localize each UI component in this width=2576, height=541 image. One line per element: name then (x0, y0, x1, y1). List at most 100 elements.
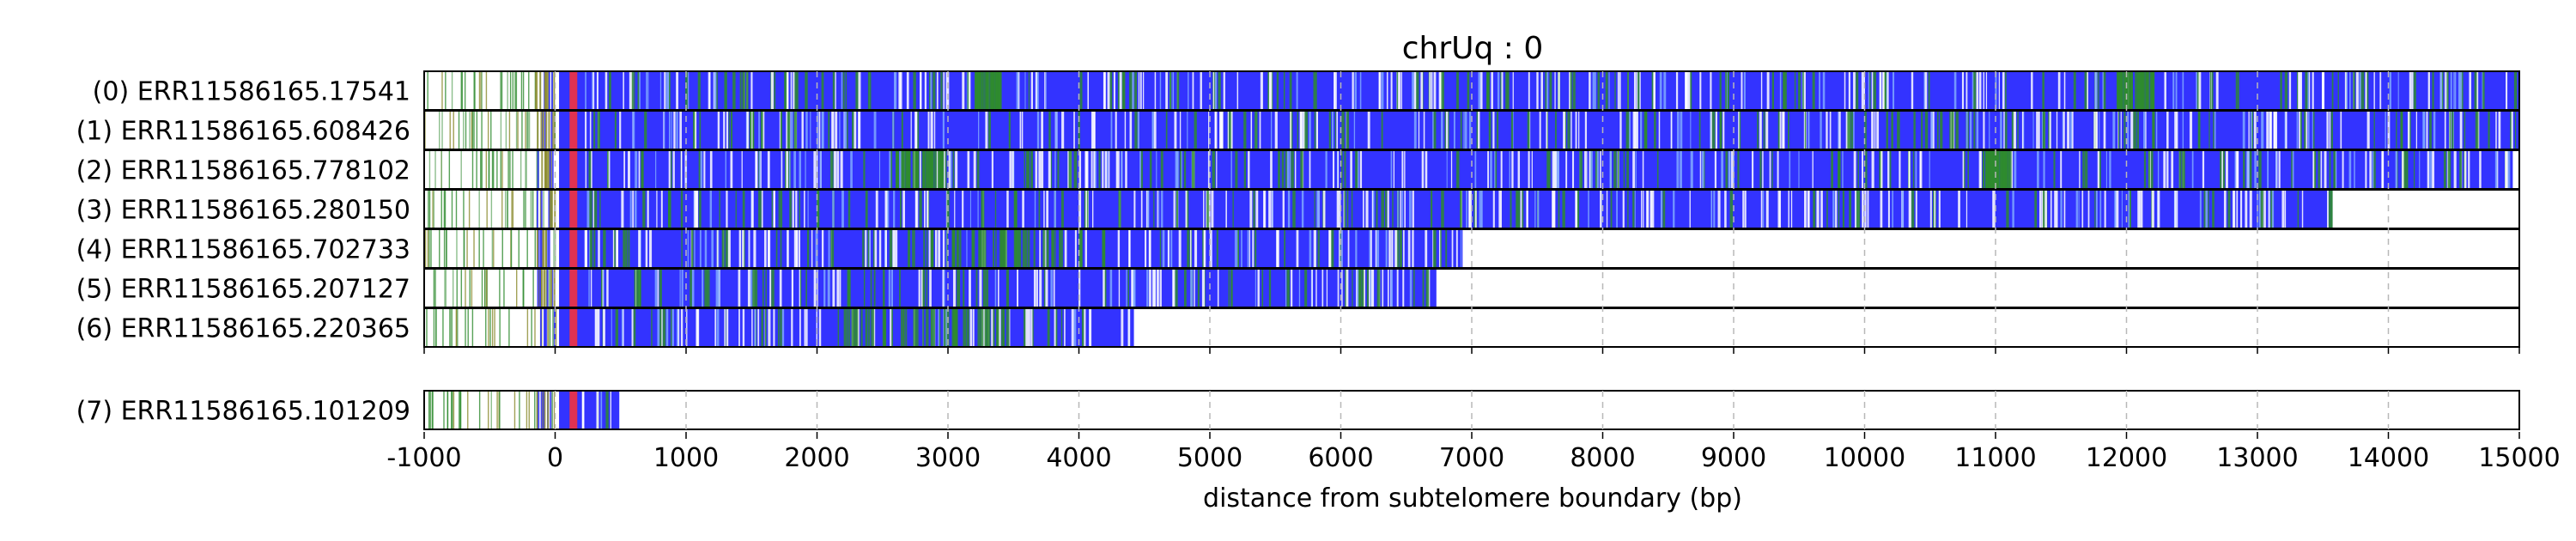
variant-stripes (584, 229, 1462, 268)
variant-stripe (2203, 190, 2207, 228)
variant-stripe (2117, 111, 2120, 149)
variant-stripe (707, 269, 710, 307)
subtelomere-mark (545, 111, 548, 149)
variant-stripe (1358, 269, 1360, 307)
variant-stripe (1394, 229, 1398, 268)
variant-stripe (926, 190, 929, 228)
variant-stripe (899, 71, 902, 110)
variant-stripe (1413, 111, 1417, 149)
variant-stripe (2120, 71, 2123, 110)
variant-stripe (2254, 150, 2257, 189)
variant-stripe (1346, 190, 1349, 228)
variant-stripe (1060, 229, 1063, 268)
variant-stripe (2297, 71, 2300, 110)
variant-stripe (1494, 150, 1498, 189)
variant-stripe (680, 150, 683, 189)
variant-stripe (1680, 150, 1682, 189)
variant-stripe (629, 190, 632, 228)
variant-stripe (1431, 71, 1433, 110)
variant-stripe (2128, 190, 2131, 228)
variant-stripe (2070, 111, 2074, 149)
subtelomere-mark (478, 71, 481, 110)
read-row: (4) ERR11586165.702733 (76, 228, 2520, 269)
read-label: (1) ERR11586165.608426 (76, 117, 410, 147)
variant-stripe (839, 269, 841, 307)
variant-stripe (969, 308, 973, 347)
variant-stripe (2000, 111, 2002, 149)
variant-stripe (1460, 111, 1462, 149)
variant-stripe (2150, 71, 2153, 110)
read-label: (4) ERR11586165.702733 (76, 235, 410, 265)
subtelomere-mark (544, 71, 547, 110)
variant-stripe (943, 71, 945, 110)
variant-stripe (1385, 229, 1388, 268)
variant-stripe (739, 71, 742, 110)
variant-stripe (721, 229, 725, 268)
variant-stripe (1016, 229, 1020, 268)
variant-stripe (1110, 111, 1113, 149)
subtelomere-mark (515, 71, 518, 110)
variant-stripe (1848, 71, 1850, 110)
variant-stripe (1849, 190, 1852, 228)
variant-stripe (1639, 71, 1641, 110)
variant-stripe (1490, 150, 1492, 189)
variant-stripe (980, 308, 984, 347)
variant-stripe (2318, 150, 2320, 189)
variant-stripe (1270, 150, 1273, 189)
variant-stripe (1317, 229, 1320, 268)
variant-stripe (764, 308, 767, 347)
variant-stripe (1479, 190, 1482, 228)
variant-stripe (1610, 190, 1613, 228)
variant-stripe (1413, 269, 1415, 307)
variant-stripe (1659, 71, 1662, 110)
variant-stripe (1060, 308, 1063, 347)
variant-stripe (1699, 71, 1702, 110)
variant-stripe (1268, 269, 1272, 307)
variant-stripe (1216, 229, 1218, 268)
variant-stripe (919, 150, 921, 189)
variant-stripe (2426, 111, 2428, 149)
variant-stripe (1635, 150, 1637, 189)
variant-stripe (2078, 190, 2080, 228)
variant-stripe (1447, 111, 1449, 149)
variant-stripe (1642, 150, 1644, 189)
variant-stripe (889, 150, 891, 189)
variant-stripe (716, 308, 720, 347)
subtelomere-mark (426, 308, 428, 347)
variant-stripe (968, 71, 971, 110)
variant-stripe (2405, 150, 2409, 189)
variant-stripe (780, 190, 783, 228)
variant-stripe (771, 269, 775, 307)
variant-stripe (1536, 71, 1539, 110)
variant-stripe (979, 269, 982, 307)
subtelomere-mark (550, 190, 553, 228)
variant-stripe (2225, 150, 2228, 189)
variant-stripe (1928, 71, 1930, 110)
subtelomere-mark (542, 111, 544, 149)
variant-stripe (1883, 71, 1886, 110)
variant-stripe (1724, 190, 1727, 228)
variant-stripe (679, 269, 681, 307)
variant-stripe (799, 308, 801, 347)
variant-stripe (1363, 190, 1364, 228)
variant-stripe (1017, 269, 1018, 307)
variant-stripe (836, 150, 840, 189)
variant-stripe (726, 190, 728, 228)
variant-stripe (985, 308, 988, 347)
variant-stripe (1456, 71, 1459, 110)
variant-stripe (1965, 71, 1968, 110)
variant-stripe (945, 150, 947, 189)
variant-stripe (801, 111, 804, 149)
variant-stripe (1698, 111, 1701, 149)
variant-stripe (1375, 229, 1377, 268)
variant-stripe (1592, 71, 1595, 110)
variant-stripe (884, 308, 887, 347)
variant-stripe (1433, 71, 1437, 110)
variant-stripe (709, 71, 711, 110)
variant-stripe (847, 111, 848, 149)
variant-stripe (2205, 190, 2208, 228)
variant-stripe (1285, 269, 1287, 307)
subtelomere-mark (481, 150, 483, 189)
subtelomere-mark (428, 229, 430, 268)
variant-stripe (1578, 111, 1580, 149)
